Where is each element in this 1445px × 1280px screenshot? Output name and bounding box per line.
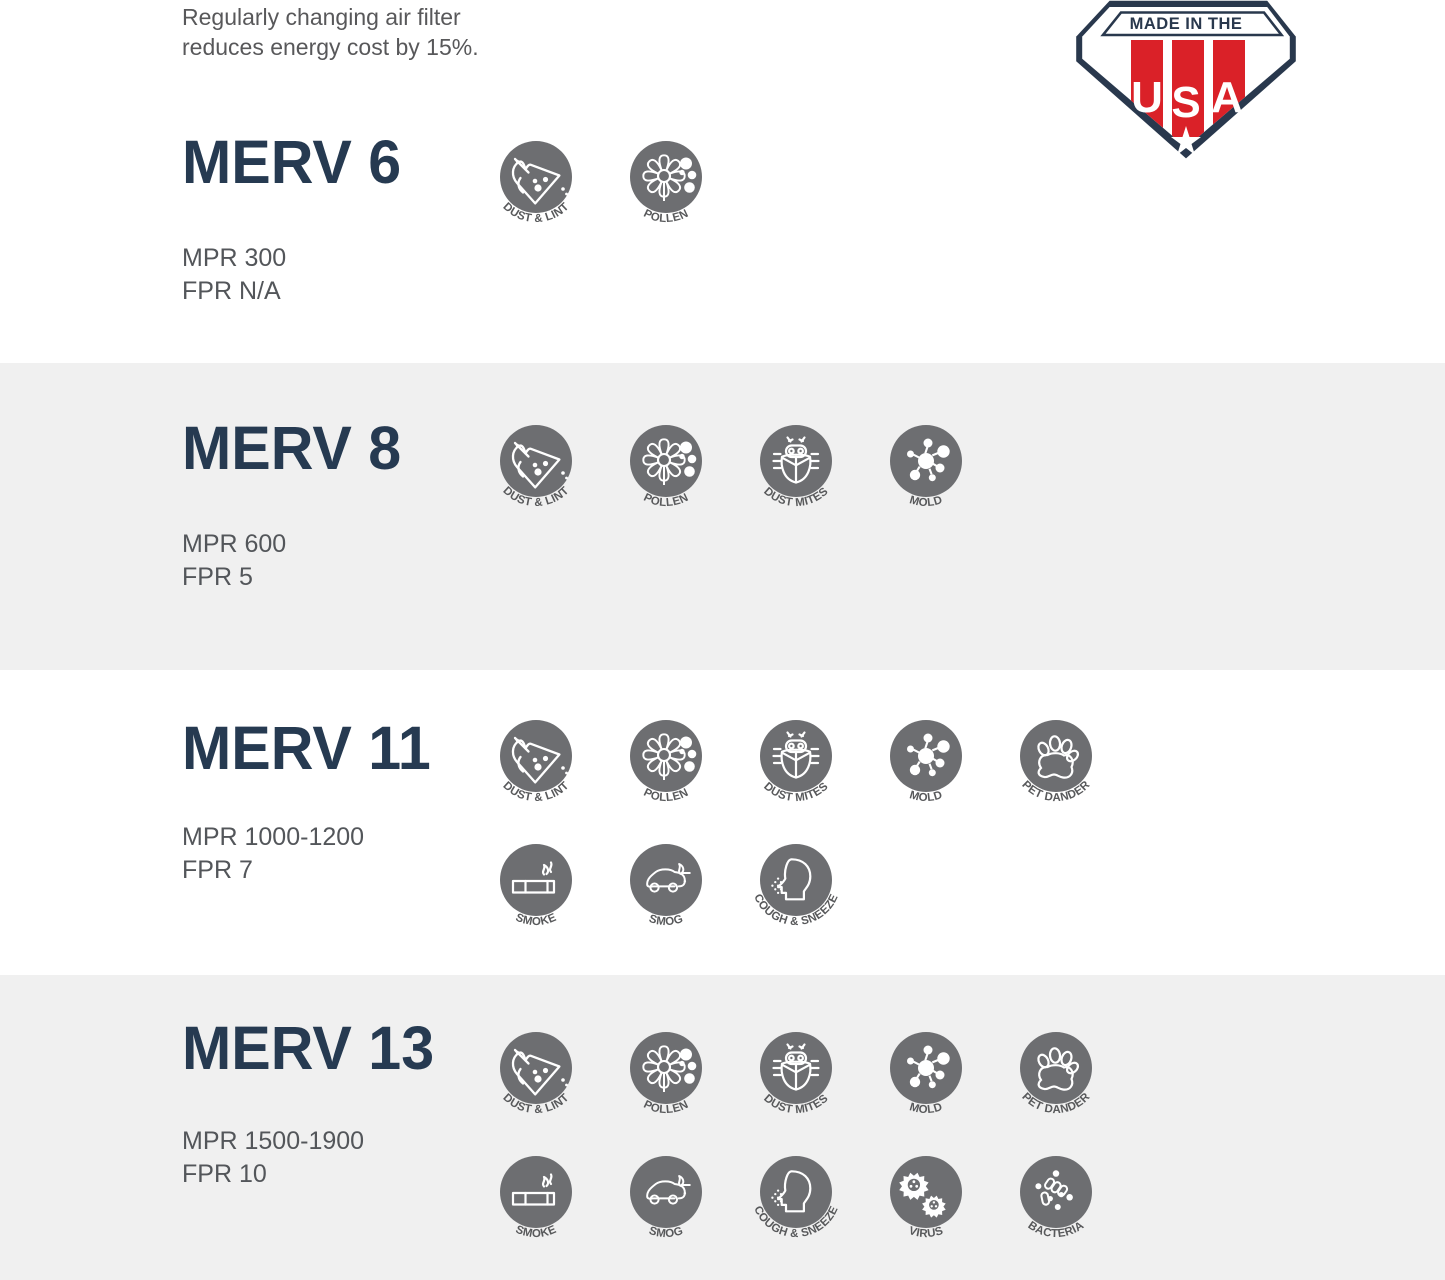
svg-text:A: A <box>1211 73 1243 122</box>
svg-text:U: U <box>1131 73 1163 122</box>
svg-text:S: S <box>1171 78 1200 127</box>
svg-text:MADE IN THE: MADE IN THE <box>1130 15 1243 33</box>
